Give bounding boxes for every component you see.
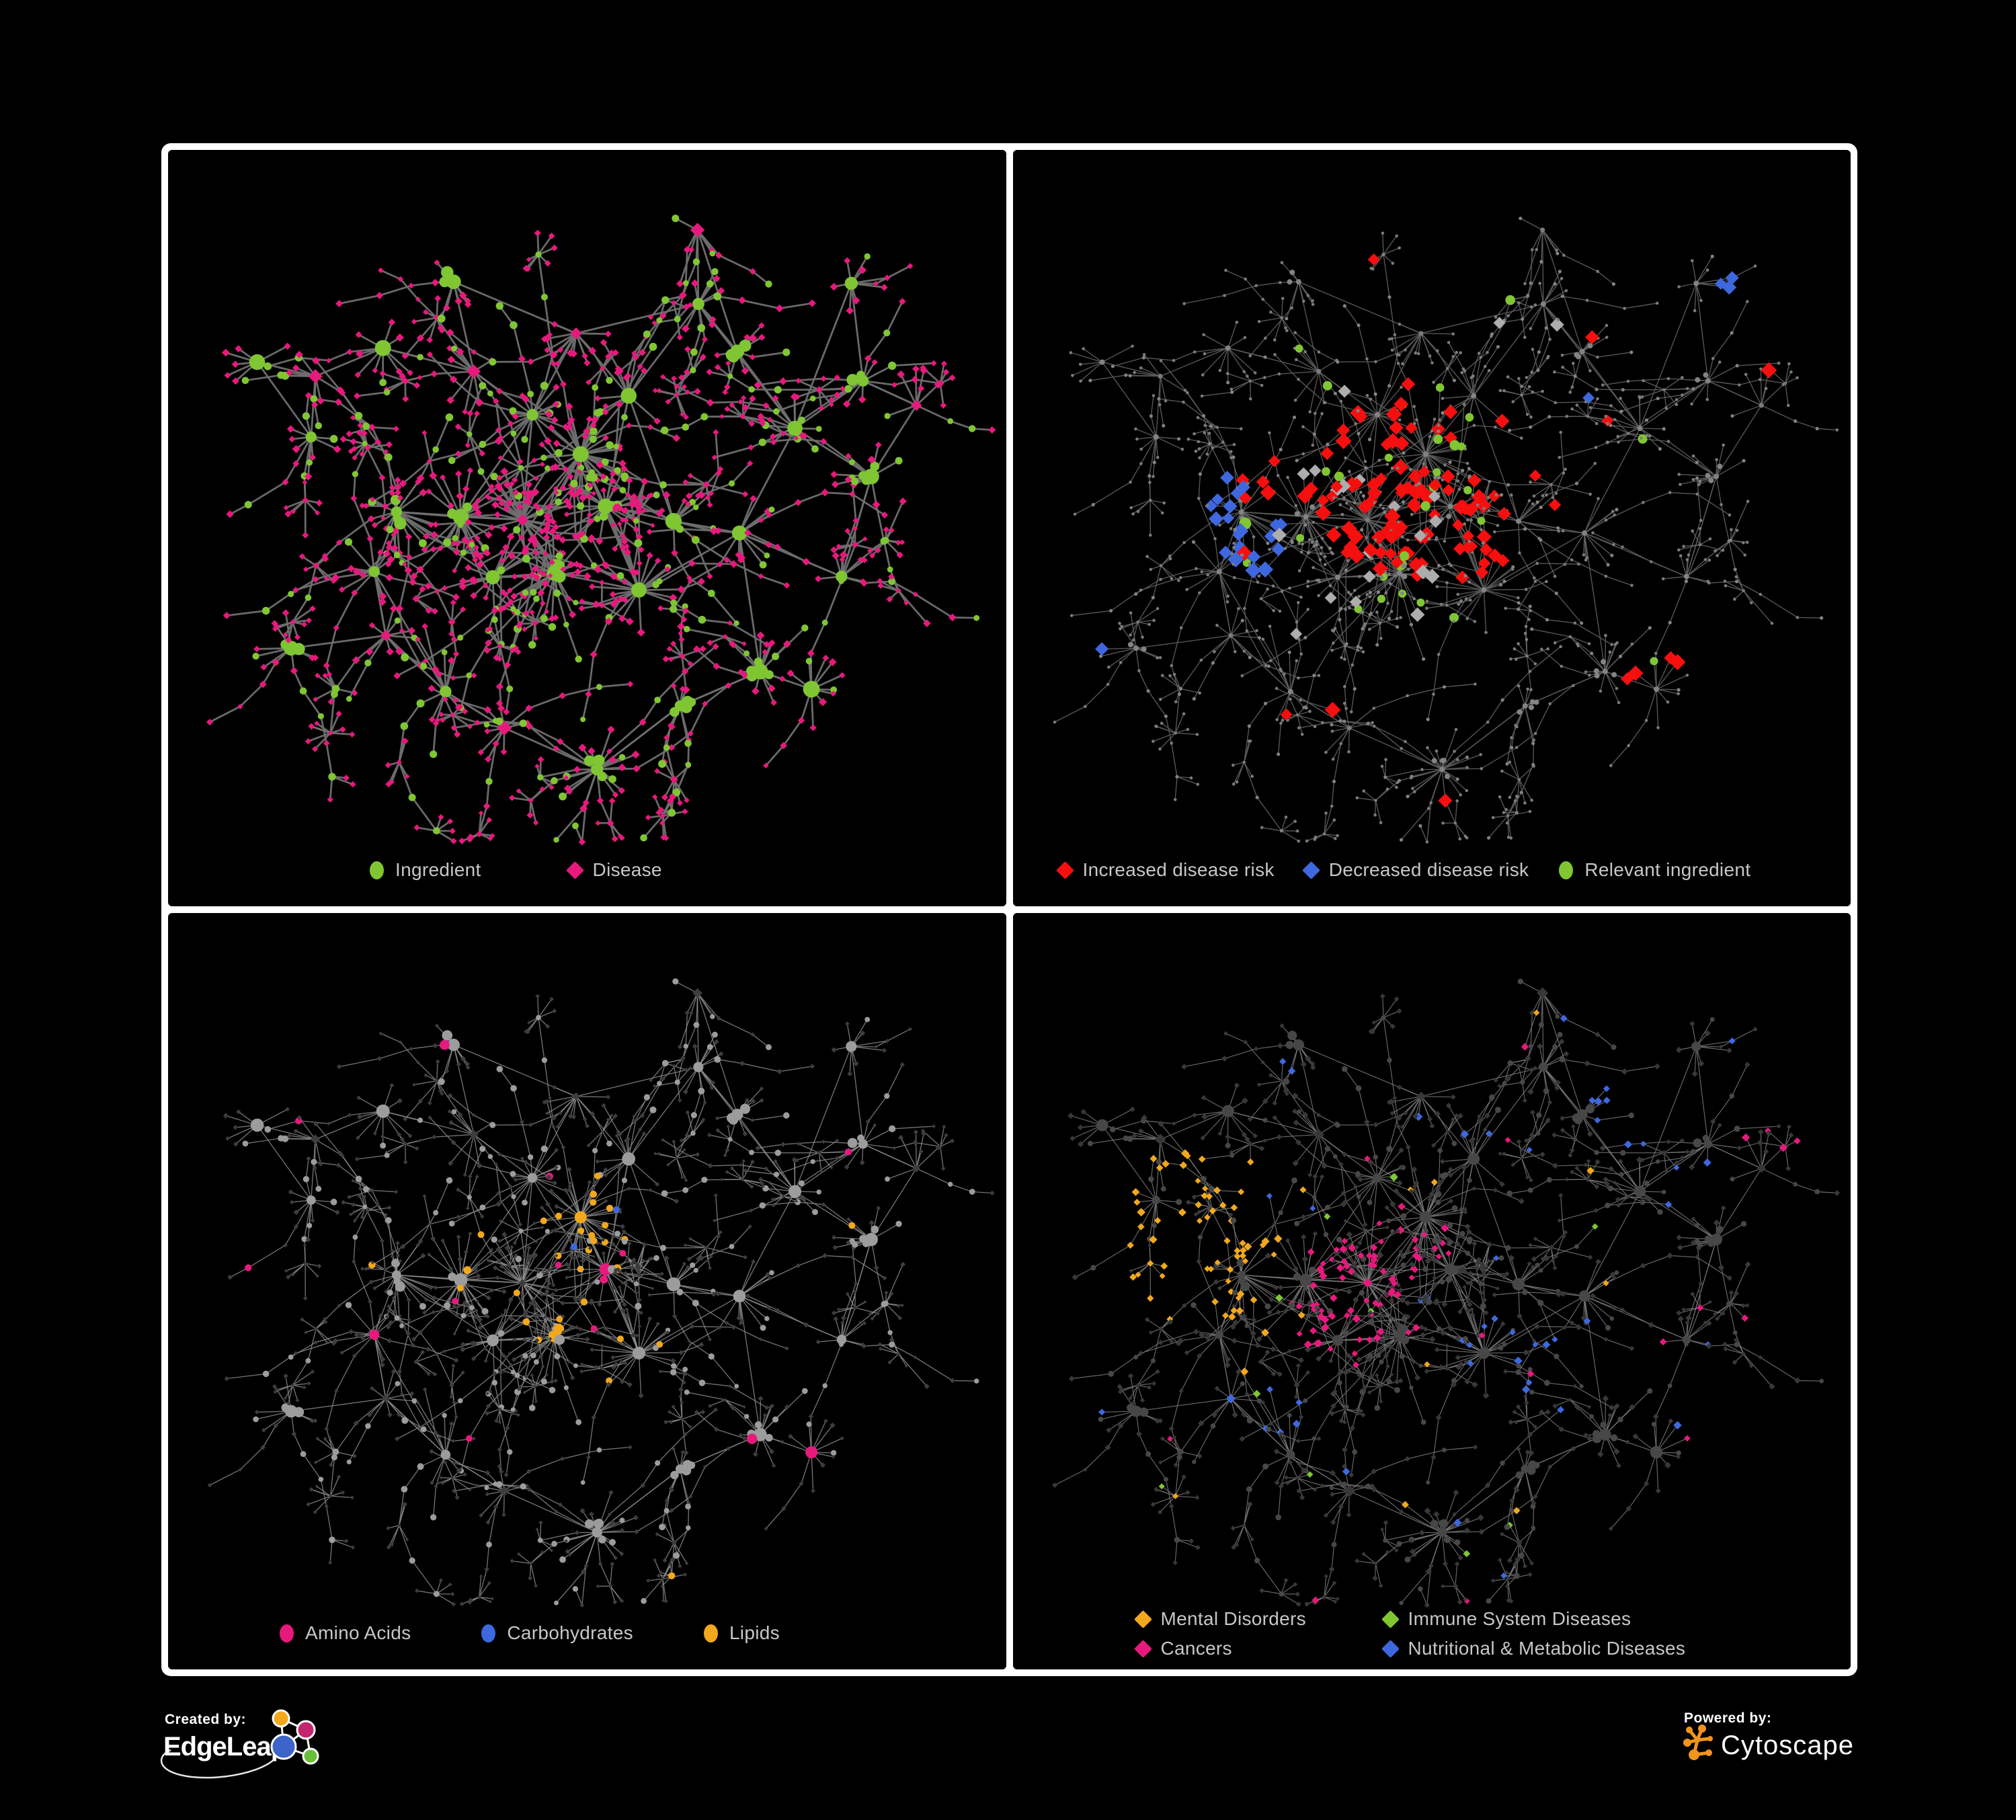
immune-diseases-marker-icon [1381,1610,1400,1628]
legend-label: Increased disease risk [1082,859,1275,880]
network-graph-ingredient-classes [207,978,995,1608]
legend-item: Carbohydrates [481,1622,633,1644]
panel-ingredient-disease: Ingredient Disease [168,150,1006,906]
metabolic-diseases-marker-icon [1381,1639,1400,1658]
edgeleap-wordmark: EdgeLeap [163,1732,287,1762]
cancers-marker-icon [1133,1639,1152,1658]
lipids-marker-icon [703,1624,718,1643]
legend-item: Decreased disease risk [1301,859,1529,881]
legend-label: Mental Disorders [1160,1608,1306,1629]
panel-grid: Ingredient Disease Increased disease ris… [161,143,1857,1676]
network-graph-disease-risk [1053,216,1839,844]
legend-disease-classes: Mental Disorders Immune System Diseases … [1133,1608,1686,1659]
legend-label: Nutritional & Metabolic Diseases [1408,1638,1686,1659]
relevant-ingredient-marker-icon [1559,861,1574,879]
cytoscape-wordmark: Cytoscape [1721,1731,1854,1760]
legend-ingredient-disease: Ingredient Disease [370,859,662,881]
panel-ingredient-classes: Amino Acids Carbohydrates Lipids [168,913,1006,1669]
edgeleap-logo-icon [160,1709,319,1779]
legend-label: Amino Acids [305,1622,411,1643]
powered-by-label: Powered by: [1684,1710,1772,1726]
legend-item: Disease [565,859,662,881]
legend-label: Lipids [729,1622,780,1643]
mental-disorders-marker-icon [1133,1610,1152,1628]
legend-item: Nutritional & Metabolic Diseases [1381,1638,1686,1659]
increased-risk-marker-icon [1055,861,1074,879]
legend-label: Cancers [1160,1638,1232,1659]
carbohydrates-marker-icon [481,1624,496,1643]
legend-item: Mental Disorders [1133,1608,1384,1630]
legend-item: Lipids [703,1622,780,1644]
legend-disease-risk: Increased disease risk Decreased disease… [1055,859,1751,881]
ingredient-marker-icon [370,861,384,879]
legend-label: Disease [592,859,662,880]
decreased-risk-marker-icon [1301,861,1320,879]
legend-item: Immune System Diseases [1381,1608,1686,1630]
legend-label: Carbohydrates [507,1622,633,1643]
legend-item: Cancers [1133,1638,1384,1659]
legend-label: Decreased disease risk [1328,859,1529,880]
amino-acids-marker-icon [280,1624,294,1643]
panel-disease-classes: Mental Disorders Immune System Diseases … [1012,913,1851,1669]
legend-label: Ingredient [395,859,481,880]
disease-marker-icon [565,861,584,879]
legend-item: Increased disease risk [1055,859,1275,881]
network-graph-ingredient-disease [206,214,996,846]
legend-label: Immune System Diseases [1408,1608,1631,1629]
legend-item: Relevant ingredient [1559,859,1750,881]
cytoscape-logo-icon [1683,1725,1713,1760]
legend-item: Amino Acids [280,1622,411,1644]
panel-disease-risk: Increased disease risk Decreased disease… [1012,150,1851,906]
legend-item: Ingredient [370,859,481,881]
network-graph-disease-classes [1051,978,1840,1608]
legend-label: Relevant ingredient [1584,859,1751,880]
legend-ingredient-classes: Amino Acids Carbohydrates Lipids [280,1622,780,1644]
created-by-label: Created by: [165,1712,247,1727]
